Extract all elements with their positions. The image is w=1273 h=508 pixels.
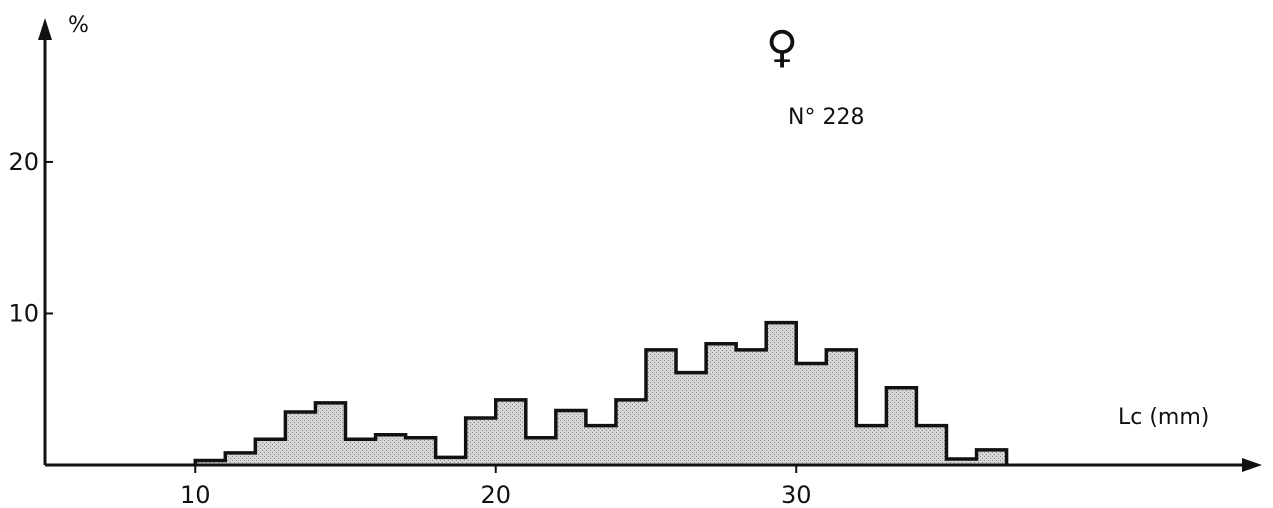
bar — [796, 363, 827, 465]
bar — [976, 449, 1007, 465]
bar — [315, 402, 346, 465]
bar — [405, 437, 436, 465]
y-axis-arrow-icon — [38, 18, 52, 40]
ticks-layer: 10 20 30 10 20 — [8, 148, 811, 508]
bar — [706, 343, 737, 465]
y-axis-label: % — [68, 13, 89, 38]
bar — [495, 399, 526, 465]
y-tick-label: 20 — [8, 148, 39, 176]
female-symbol: ♀ — [766, 22, 798, 73]
bar — [555, 410, 586, 465]
bar — [886, 387, 917, 465]
bar — [525, 437, 556, 465]
x-axis-label: Lc (mm) — [1118, 405, 1209, 430]
bar — [946, 458, 977, 465]
histogram-outline — [193, 320, 1009, 465]
bar — [916, 425, 947, 465]
sample-number: N° 228 — [788, 105, 864, 130]
x-tick-label: 30 — [781, 481, 812, 508]
bar — [585, 425, 616, 465]
bar — [676, 372, 707, 465]
bar — [195, 460, 226, 465]
bar — [736, 349, 767, 465]
bar — [856, 425, 887, 465]
bar — [435, 457, 466, 465]
bar — [645, 349, 677, 465]
x-axis-arrow-icon — [1242, 458, 1262, 472]
bar — [345, 439, 376, 465]
bar — [615, 399, 646, 465]
bar — [826, 349, 857, 465]
bar — [465, 418, 496, 465]
bar — [375, 434, 406, 465]
bars-layer — [195, 322, 1007, 465]
x-tick-label: 20 — [480, 481, 511, 508]
bar — [285, 411, 316, 465]
bar — [225, 452, 256, 465]
x-tick-label: 10 — [180, 481, 211, 508]
y-tick-label: 10 — [8, 299, 39, 327]
bar — [255, 439, 286, 465]
bar — [766, 322, 797, 465]
